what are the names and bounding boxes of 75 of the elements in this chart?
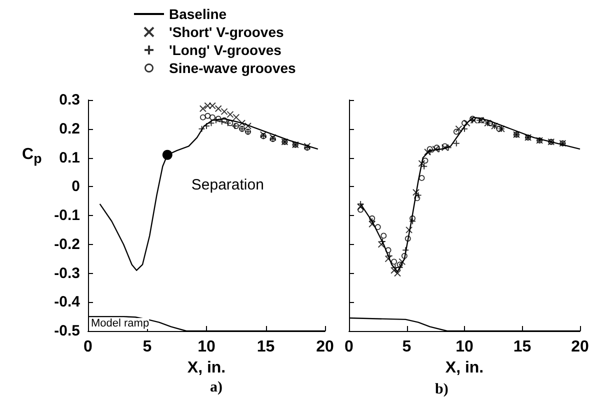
- x-tick-label: 15: [256, 338, 275, 356]
- point: [409, 218, 416, 225]
- x-axis-title: X, in.: [445, 359, 484, 376]
- y-axis-title: C$_{p}$: [22, 146, 42, 166]
- point: [378, 240, 385, 248]
- point: [232, 114, 240, 121]
- point: [380, 232, 387, 239]
- annotation: Model ramp: [91, 318, 150, 330]
- x-tick-label: 15: [513, 338, 532, 356]
- point: [368, 220, 376, 228]
- x-tick-label: 10: [198, 338, 216, 356]
- point: [414, 195, 420, 202]
- point: [496, 126, 502, 132]
- x-tick-label: 20: [571, 338, 589, 356]
- point: [418, 174, 425, 181]
- point: [209, 114, 216, 120]
- legend-label: Baseline: [169, 6, 227, 22]
- x-tick-label: 0: [344, 338, 354, 356]
- point: [418, 160, 426, 168]
- y-tick-label: -0.5: [54, 322, 80, 340]
- point: [215, 116, 222, 122]
- point: [420, 162, 428, 170]
- point: [453, 128, 460, 135]
- point: [204, 102, 212, 110]
- point: [401, 252, 408, 259]
- point: [385, 247, 392, 254]
- x-tick-label: 20: [316, 338, 334, 356]
- point: [406, 226, 413, 234]
- point: [390, 266, 398, 274]
- legend-label: Sine-wave grooves: [169, 60, 296, 76]
- x-tick-label: 0: [84, 338, 93, 356]
- point: [369, 215, 376, 222]
- point: [404, 236, 411, 242]
- point: [410, 215, 416, 222]
- point: [394, 270, 402, 277]
- y-tick-label: -0.1: [54, 207, 80, 224]
- point: [220, 108, 228, 116]
- text: a): [210, 380, 222, 396]
- point: [486, 120, 493, 126]
- point: [396, 262, 403, 268]
- point: [452, 140, 460, 147]
- annotation: Separation: [191, 176, 264, 194]
- point: [462, 120, 468, 126]
- y-tick-label: -0.2: [54, 236, 80, 253]
- point: [391, 258, 398, 265]
- point: [358, 206, 364, 213]
- y-tick-label: 0: [72, 178, 80, 196]
- y-tick-label: -0.4: [54, 294, 81, 311]
- y-tick-label: -0.3: [54, 264, 80, 282]
- point: [374, 224, 381, 230]
- point: [214, 105, 222, 112]
- point: [198, 125, 206, 132]
- legend-label: 'Long' V-grooves: [169, 42, 282, 58]
- point: [412, 188, 420, 196]
- y-tick-label: 0.3: [59, 92, 80, 108]
- point: [384, 255, 392, 262]
- point: [208, 102, 216, 110]
- point: [162, 150, 172, 160]
- x-axis-title: X, in.: [187, 359, 226, 376]
- point: [208, 120, 215, 127]
- x-tick-label: 5: [402, 338, 412, 356]
- point: [199, 105, 206, 112]
- point: [357, 203, 364, 210]
- point: [221, 117, 228, 124]
- y-tick-label: 0.2: [59, 120, 80, 138]
- point: [422, 158, 428, 164]
- y-tick-label: 0.1: [59, 149, 80, 166]
- point: [426, 146, 433, 152]
- point: [227, 120, 234, 126]
- x-tick-label: 10: [456, 338, 474, 356]
- point: [414, 192, 422, 199]
- legend-label: 'Short' V-grooves: [169, 24, 284, 40]
- x-tick-label: 5: [142, 338, 152, 356]
- text: b): [435, 382, 448, 398]
- point: [455, 125, 462, 132]
